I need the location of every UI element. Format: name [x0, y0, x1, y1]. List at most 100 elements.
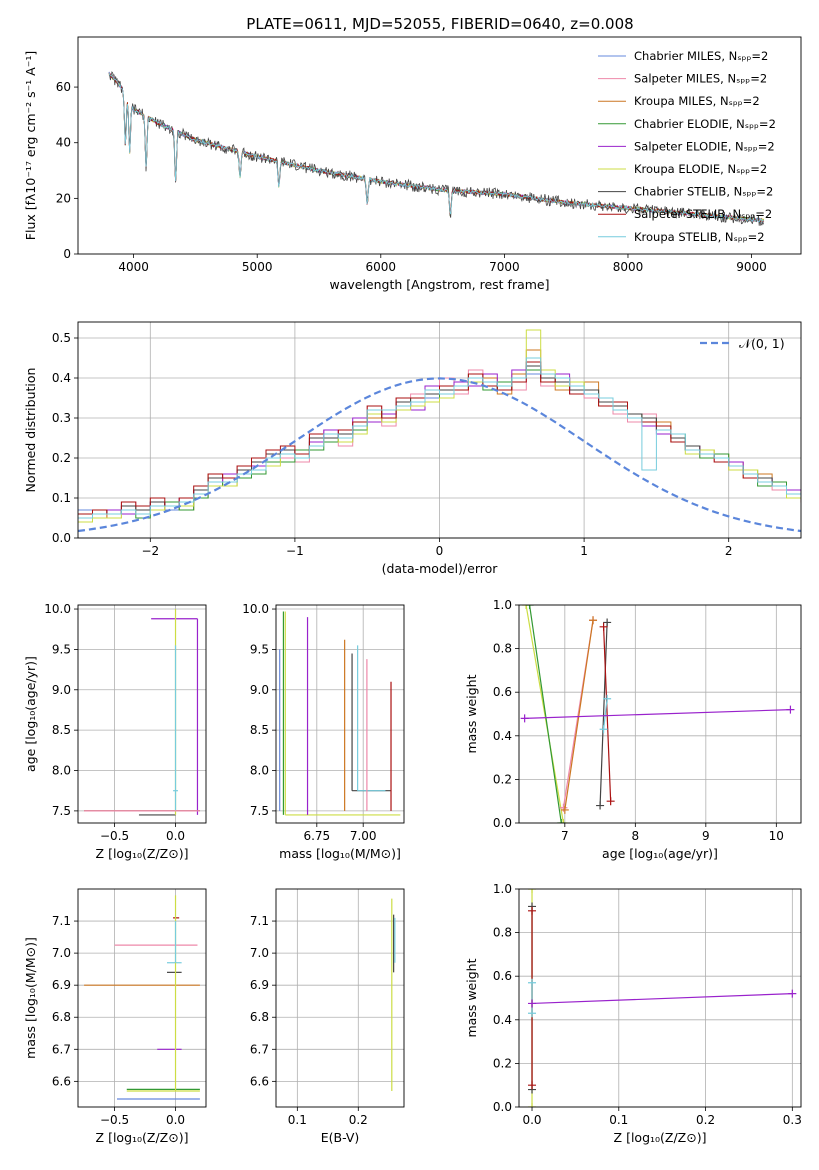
age-weight-x-tick-label: 10	[769, 829, 784, 843]
residuals-y-tick-label: 0.1	[52, 491, 71, 505]
ebv-mass-y-tick-label: 7.0	[250, 946, 269, 960]
z-weight-y-tick-label: 0.8	[493, 926, 512, 940]
age-weight-marker	[520, 714, 529, 723]
age-weight-y-tick-label: 0.8	[493, 642, 512, 656]
age-weight-marker	[559, 819, 568, 823]
age-weight-y-tick-label: 0.0	[493, 816, 512, 830]
residuals-xlabel: (data-model)/error	[382, 561, 499, 576]
z-weight-marker	[528, 1081, 537, 1090]
legend-label: 𝒩(0, 1)	[739, 336, 785, 351]
legend-label: Salpeter STELIB, Nₛₚₚ=2	[634, 207, 772, 221]
z-mass-frame	[77, 888, 207, 1108]
mass-age-y-tick-label: 8.5	[250, 723, 269, 737]
age-weight-y-tick-label: 0.2	[493, 772, 512, 786]
ebv-mass-x-tick-label: 0.1	[288, 1113, 307, 1127]
z-mass-y-tick-label: 6.6	[52, 1074, 71, 1088]
spectrum-x-tick-label: 9000	[736, 260, 767, 274]
panel-z-weight: 0.0 0.1 0.2 0.3 0.0 0.2 0.4 0.6 0.8 1.0 Z [log₁₀(Z…	[464, 882, 802, 1145]
ebv-mass-y-tick-label: 6.6	[250, 1074, 269, 1088]
panel-mass-age: 6.75 7.00 7.5 8.0 8.5 9.0 9.5 10.0 mass [log₁₀(M…	[242, 602, 405, 861]
age-weight-y-tick-label: 0.6	[493, 685, 512, 699]
age-weight-plot-area	[520, 605, 795, 823]
ebv-mass-y-tick-label: 7.1	[250, 914, 269, 928]
panel-residuals: −2 −1 0 1 2 0.0 0.1 0.2 0.3 0.4 0.5 (data-model)/er…	[23, 321, 802, 576]
panel-z-mass: −0.5 0.0 6.6 6.7 6.8 6.9 7.0 7.1 Z [log₁₀(Z/Z⊙)]…	[23, 888, 207, 1145]
legend-label: Chabrier MILES, Nₛₚₚ=2	[634, 49, 768, 63]
mass-age-y-tick-label: 9.5	[250, 642, 269, 656]
mass-age-xlabel: mass [log₁₀(M/M⊙)]	[279, 846, 401, 861]
age-weight-x-tick-label: 9	[702, 829, 710, 843]
residuals-x-tick-label: 2	[725, 544, 733, 558]
age-weight-segment-chabrier-stelib	[599, 622, 608, 806]
z-weight-ylabel: mass weight	[464, 958, 479, 1037]
z-age-y-tick-label: 10.0	[44, 602, 71, 616]
age-weight-marker	[560, 805, 569, 814]
z-weight-marker	[528, 1103, 537, 1107]
z-weight-marker	[528, 978, 537, 987]
z-mass-plot-area	[84, 895, 200, 1100]
ebv-mass-xlabel: E(B-V)	[321, 1130, 360, 1145]
spectrum-plot-area	[108, 71, 765, 226]
z-age-xlabel: Z [log₁₀(Z/Z⊙)]	[96, 846, 189, 861]
legend-label: Salpeter MILES, Nₛₚₚ=2	[634, 72, 767, 86]
z-age-frame	[77, 604, 207, 824]
z-weight-x-tick-label: 0.1	[609, 1113, 628, 1127]
z-mass-y-tick-label: 6.9	[52, 978, 71, 992]
age-weight-marker	[606, 797, 615, 806]
spectrum-line-chabrier-stelib	[108, 71, 765, 226]
spectrum-xlabel: wavelength [Angstrom, rest frame]	[329, 277, 549, 292]
z-weight-y-tick-label: 0.4	[493, 1013, 512, 1027]
z-mass-xlabel: Z [log₁₀(Z/Z⊙)]	[96, 1130, 189, 1145]
z-weight-xlabel: Z [log₁₀(Z/Z⊙)]	[614, 1130, 707, 1145]
ebv-mass-y-tick-label: 6.8	[250, 1010, 269, 1024]
panels: 4000 5000 6000 7000 8000 90000204060wavelengt…	[23, 36, 802, 1145]
spectrum-x-tick-label: 4000	[118, 260, 149, 274]
ebv-mass-x-tick-label: 0.2	[349, 1113, 368, 1127]
legend-label: Chabrier STELIB, Nₛₚₚ=2	[634, 185, 773, 199]
panel-z-age: −0.5 0.0 7.5 8.0 8.5 9.0 9.5 10.0 Z [log₁₀(Z/Z⊙)…	[23, 602, 207, 861]
age-weight-segment-salpeter-stelib	[603, 626, 612, 802]
spectrum-y-tick-label: 0	[63, 247, 71, 261]
spectrum-x-tick-label: 8000	[613, 260, 644, 274]
age-weight-marker	[786, 705, 795, 714]
spectrum-x-tick-label: 6000	[366, 260, 397, 274]
age-weight-y-tick-label: 1.0	[493, 598, 512, 612]
z-weight-y-tick-label: 0.2	[493, 1056, 512, 1070]
spectrum-x-tick-label: 5000	[242, 260, 273, 274]
spectrum-legend: Chabrier MILES, Nₛₚₚ=2 Salpeter MILES, Nₛ…	[598, 49, 776, 244]
z-weight-plot-area	[528, 889, 797, 1107]
mass-age-y-tick-label: 8.0	[250, 764, 269, 778]
ebv-mass-y-tick-label: 6.9	[250, 978, 269, 992]
ebv-mass-frame	[275, 888, 405, 1108]
spectrum-x-tick-label: 7000	[489, 260, 520, 274]
z-mass-y-tick-label: 6.7	[52, 1042, 71, 1056]
z-weight-marker	[788, 989, 797, 998]
residuals-x-tick-label: 1	[580, 544, 588, 558]
z-age-y-tick-label: 8.5	[52, 723, 71, 737]
z-weight-marker	[528, 999, 537, 1008]
z-age-x-tick-label: 0.0	[166, 829, 185, 843]
residuals-y-tick-label: 0.5	[52, 331, 71, 345]
mass-age-x-tick-label: 6.75	[303, 829, 330, 843]
residuals-y-tick-label: 0.4	[52, 371, 71, 385]
age-weight-segment-salpeter-elodie	[524, 709, 791, 719]
z-weight-x-tick-label: 0.3	[783, 1113, 802, 1127]
residuals-plot-area	[78, 329, 801, 533]
z-age-ylabel: age [log₁₀(age/yr)]	[23, 656, 38, 772]
mass-age-x-tick-label: 7.00	[350, 829, 377, 843]
z-age-y-tick-label: 7.5	[52, 804, 71, 818]
z-weight-marker	[528, 1009, 537, 1018]
residuals-y-tick-label: 0.0	[52, 531, 71, 545]
residuals-x-tick-label: −2	[141, 544, 159, 558]
age-weight-marker	[522, 605, 531, 609]
z-age-y-tick-label: 8.0	[52, 764, 71, 778]
z-mass-ylabel: mass [log₁₀(M/M⊙)]	[23, 937, 38, 1059]
spectrum-line-kroupa-stelib	[108, 72, 764, 222]
z-weight-marker	[528, 906, 537, 915]
legend-label: Salpeter ELODIE, Nₛₚₚ=2	[634, 139, 775, 153]
spectrum-y-tick-label: 20	[56, 191, 71, 205]
ebv-mass-y-tick-label: 6.7	[250, 1042, 269, 1056]
mass-age-y-tick-label: 10.0	[242, 602, 269, 616]
z-weight-y-tick-label: 0.6	[493, 969, 512, 983]
age-weight-y-tick-label: 0.4	[493, 729, 512, 743]
